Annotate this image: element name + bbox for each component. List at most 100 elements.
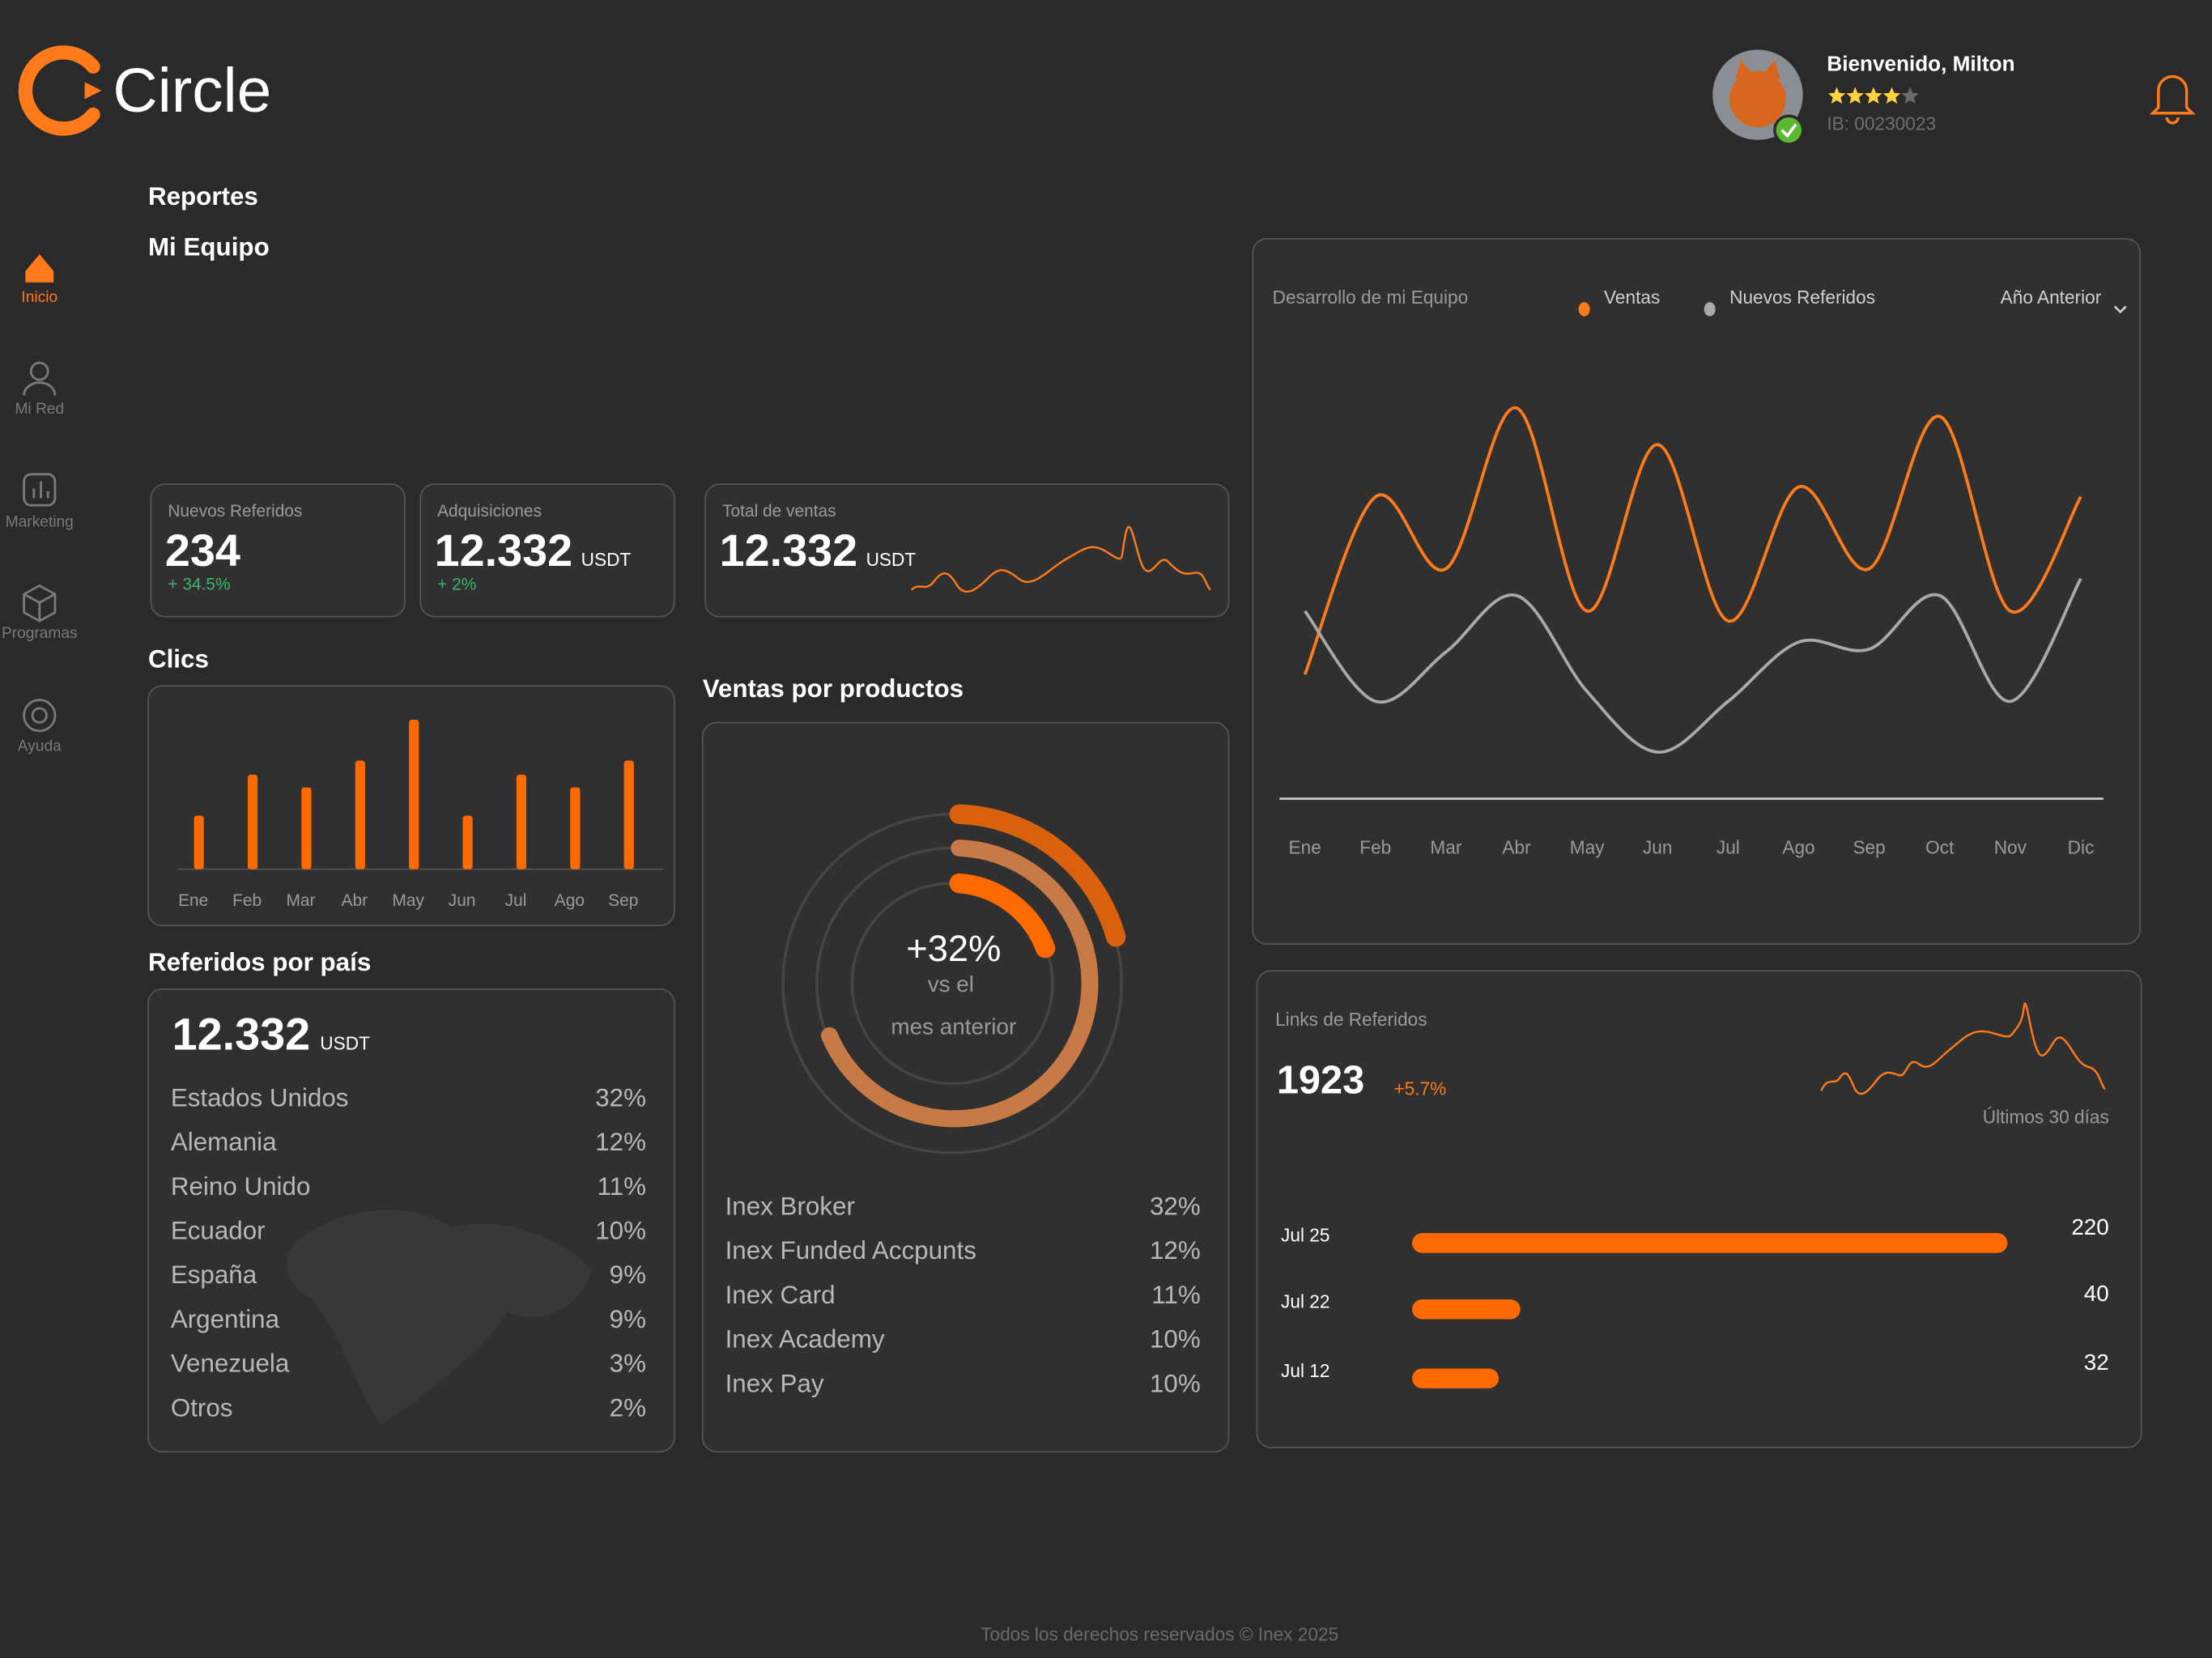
- row-value: 2%: [610, 1393, 646, 1422]
- row-value: 10%: [595, 1217, 646, 1245]
- star-filled: [1846, 87, 1864, 104]
- bar-value: 32: [2084, 1350, 2109, 1375]
- bar: [301, 787, 312, 869]
- sidebar: [23, 253, 57, 733]
- x-tick-label: Oct: [1925, 836, 1955, 857]
- bar: [194, 815, 204, 869]
- user-id: IB: 00230023: [1827, 113, 1936, 134]
- bar: [462, 815, 473, 869]
- row-value: 3%: [610, 1350, 646, 1378]
- x-tick-label: Jun: [449, 891, 476, 910]
- ring-arc: [949, 804, 1126, 947]
- nav-icon: [23, 473, 57, 507]
- center-caption: mes anterior: [891, 1014, 1016, 1039]
- line-series: [1304, 577, 2082, 754]
- world-map: [287, 1209, 593, 1426]
- card-title: Clics: [148, 645, 209, 674]
- total-line: 12.332 USDT: [172, 1010, 371, 1060]
- row-label: España: [171, 1261, 257, 1289]
- nav-item[interactable]: Ayuda: [18, 738, 62, 755]
- row-label: Otros: [171, 1393, 233, 1422]
- nav-icon: [32, 481, 49, 499]
- kpi-change: + 2%: [437, 576, 476, 594]
- kpi-value-line: 12.332 USDT: [435, 525, 632, 576]
- sparkline: [910, 525, 1211, 593]
- center-caption: vs el: [928, 971, 974, 997]
- x-tick-label: May: [1570, 836, 1605, 857]
- nav-icon: [25, 253, 54, 283]
- product-list: Inex Broker 32% Inex Funded Accpunts 12% Ine…: [725, 1192, 1201, 1398]
- bar-chart: Ene Feb Mar Abr May Jun Jul Ago Sep: [178, 719, 638, 910]
- row-value: 32%: [595, 1083, 646, 1112]
- rating: [1827, 87, 1919, 104]
- row-value: 11%: [598, 1172, 646, 1201]
- row-label: Inex Broker: [725, 1192, 855, 1221]
- logo-mark: [18, 45, 100, 136]
- notifications[interactable]: [2149, 74, 2196, 125]
- user-panel[interactable]: Bienvenido, Milton IB: 00230023: [1712, 49, 2015, 146]
- kpi-change: + 34.5%: [168, 576, 230, 594]
- legend-swatch: [1704, 302, 1716, 317]
- bar: [623, 760, 634, 869]
- row-value: 12%: [595, 1128, 646, 1156]
- kpi-value: 12.332: [720, 525, 858, 576]
- bar-value: 40: [2084, 1281, 2109, 1306]
- star-filled: [1865, 87, 1882, 104]
- kpi-card: [704, 483, 1230, 618]
- x-tick-label: Sep: [1853, 836, 1885, 857]
- x-tick-label: Jul: [505, 891, 527, 910]
- kpi-value: 12.332: [435, 525, 573, 576]
- greeting: Bienvenido, Milton: [1827, 51, 2014, 75]
- card-title: Ventas por productos: [703, 674, 963, 703]
- kpi-unit: USDT: [866, 549, 917, 570]
- filter[interactable]: Año Anterior: [2001, 287, 2102, 308]
- nav-item[interactable]: Marketing: [6, 513, 74, 530]
- x-tick-label: Jun: [1643, 836, 1673, 857]
- legend-label: Ventas: [1604, 287, 1660, 308]
- dropdown-chevron[interactable]: [2113, 305, 2127, 314]
- card: [1252, 237, 2142, 945]
- logo-notch: [84, 82, 102, 100]
- x-tick-label: Feb: [232, 891, 262, 910]
- bar-list: Jul 25 220 Jul 22 40 Jul 12 32: [1281, 1214, 2109, 1388]
- x-tick-label: Jul: [1716, 836, 1740, 857]
- nav-item[interactable]: Inicio: [21, 289, 57, 306]
- star-filled: [1882, 87, 1901, 104]
- card-title: Links de Referidos: [1275, 1009, 1427, 1030]
- nav-labels: Inicio Mi Red Marketing Programas Ayuda: [2, 289, 78, 755]
- bar: [1412, 1368, 1499, 1388]
- nav-item[interactable]: Programas: [2, 625, 78, 642]
- nav-item[interactable]: Mi Red: [15, 401, 64, 418]
- logo[interactable]: Circle: [18, 45, 271, 136]
- star-empty: [1901, 87, 1919, 104]
- legend: Ventas Nuevos Referidos: [1578, 287, 1875, 317]
- legend-swatch: [1578, 302, 1590, 317]
- kpi-card: [150, 483, 406, 618]
- row-label: Inex Card: [725, 1281, 836, 1309]
- bar-label: Jul 22: [1281, 1291, 1329, 1312]
- bell-icon: [2149, 74, 2196, 115]
- total-unit: USDT: [320, 1033, 370, 1054]
- bar: [247, 774, 258, 869]
- total-value: 12.332: [172, 1010, 311, 1060]
- avatar-ears: [1735, 59, 1780, 79]
- row-label: Alemania: [171, 1128, 277, 1156]
- section-title: Reportes: [148, 182, 258, 210]
- row-value: 32%: [1150, 1192, 1201, 1221]
- row-label: Estados Unidos: [171, 1083, 349, 1112]
- links-value: 1923: [1277, 1059, 1365, 1103]
- line-series: [1303, 406, 2082, 675]
- star-filled: [1827, 87, 1846, 104]
- row-value: 10%: [1150, 1325, 1201, 1354]
- avatar-face: [1729, 70, 1786, 128]
- x-tick-label: Ene: [178, 891, 208, 910]
- ring-arc: [821, 840, 1099, 1128]
- bar-label: Jul 25: [1281, 1225, 1329, 1246]
- bar: [516, 774, 527, 869]
- row-value: 9%: [610, 1261, 646, 1289]
- bar: [355, 760, 365, 869]
- row-label: Argentina: [171, 1305, 280, 1333]
- row-value: 9%: [610, 1305, 646, 1333]
